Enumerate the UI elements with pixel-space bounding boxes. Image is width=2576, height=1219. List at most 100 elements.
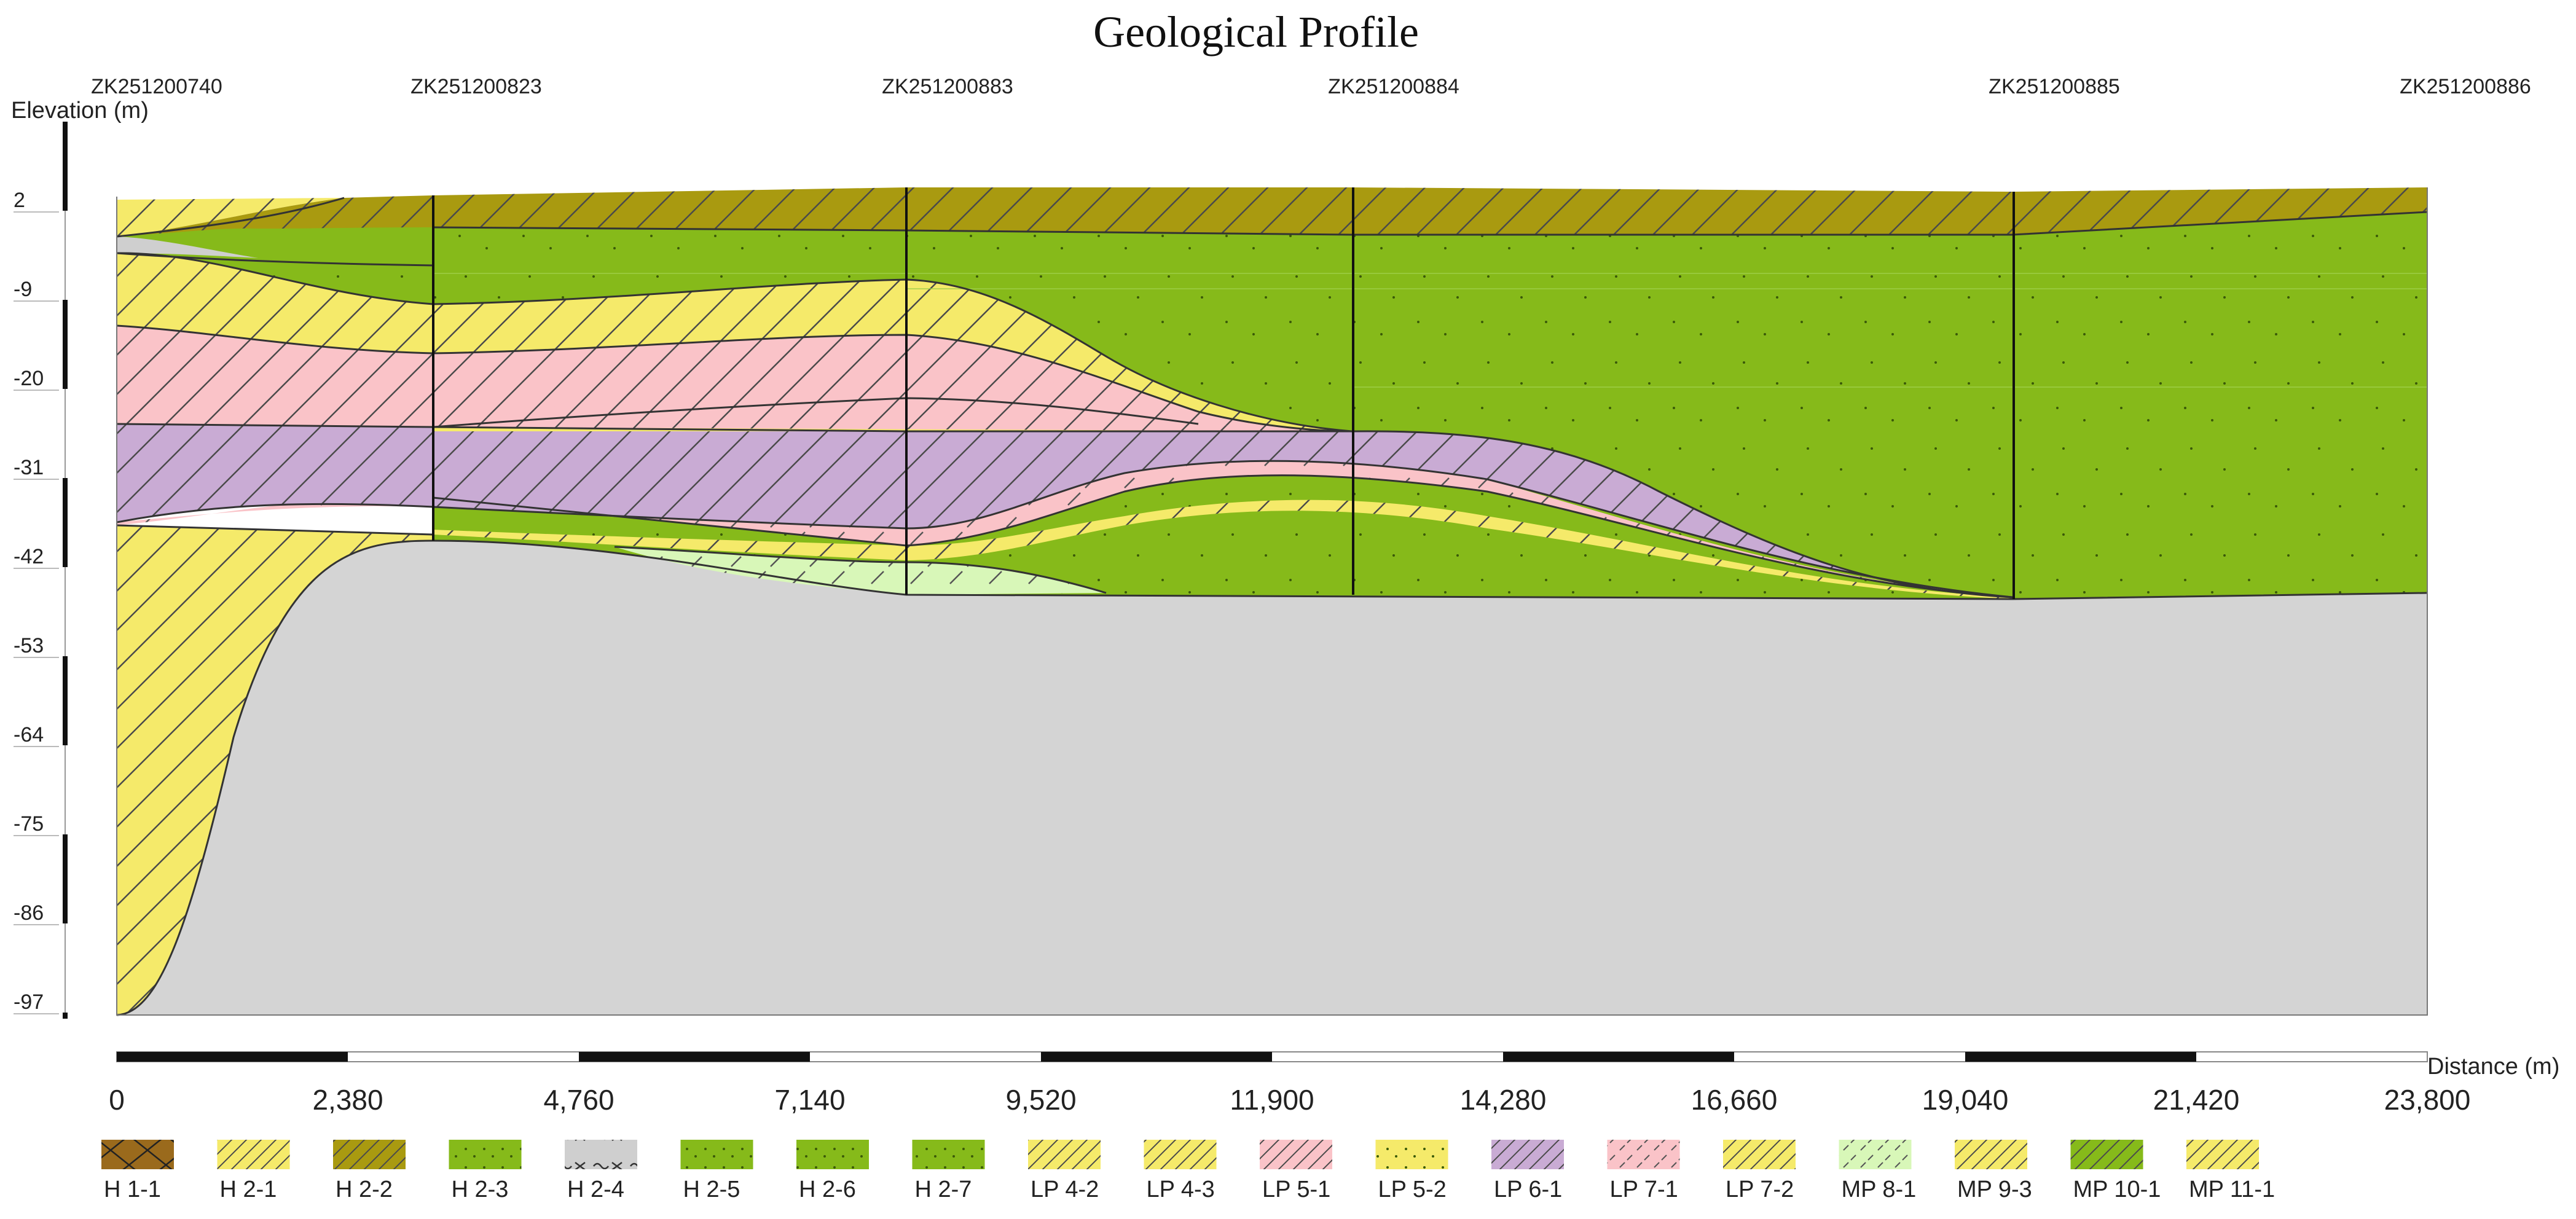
y-tick-label: -64 — [14, 723, 44, 747]
x-tick-label: 9,520 — [1005, 1084, 1076, 1116]
legend-item: LP 5-2 — [1375, 1140, 1448, 1202]
legend-swatch-pattern — [2070, 1140, 2143, 1169]
borehole-label: ZK251200886 — [2400, 75, 2531, 98]
y-axis-gap — [63, 923, 70, 1013]
layer-yellow-lower-hatch — [433, 500, 2012, 599]
x-tick-label: 7,140 — [774, 1084, 845, 1116]
x-tick-label: 4,760 — [543, 1084, 614, 1116]
layer-green-strip-left-gray — [117, 237, 258, 258]
borehole-lines — [432, 187, 2015, 599]
legend-item: H 2-5 — [680, 1140, 753, 1202]
y-tick-label: 2 — [14, 189, 25, 212]
layer-purple-hatch — [117, 424, 2012, 597]
legend-item: H 2-7 — [912, 1140, 985, 1202]
y-axis-label: Elevation (m) — [11, 98, 149, 123]
legend-label: LP 5-1 — [1262, 1177, 1330, 1202]
legend-swatch-pattern — [796, 1140, 869, 1169]
legend-label: MP 9-3 — [1957, 1177, 2032, 1202]
legend-label: LP 7-2 — [1726, 1177, 1794, 1202]
x-bar-segment — [1503, 1052, 1734, 1062]
x-axis — [116, 1051, 2428, 1062]
chart-title: Geological Profile — [1093, 7, 1419, 57]
y-axis-gap — [63, 211, 70, 300]
x-tick-label: 11,900 — [1230, 1084, 1314, 1116]
legend-label: LP 4-2 — [1031, 1177, 1099, 1202]
legend-swatch-pattern — [1375, 1140, 1448, 1169]
x-bar-segment — [579, 1052, 810, 1062]
x-tick-label: 21,420 — [2153, 1084, 2240, 1116]
x-tick-label: 23,800 — [2384, 1084, 2471, 1116]
layer-light-green-hatch — [615, 547, 1106, 595]
legend-item: H 2-1 — [217, 1140, 290, 1202]
layer-green-left-lens-dots — [117, 253, 433, 304]
borehole-label: ZK251200823 — [410, 75, 542, 98]
legend-item: H 2-3 — [449, 1140, 522, 1202]
borehole-label: ZK251200883 — [882, 75, 1013, 98]
legend-label: LP 7-1 — [1610, 1177, 1678, 1202]
legend-item: MP 9-3 — [1955, 1140, 2032, 1202]
legend-swatch-pattern — [2186, 1140, 2259, 1169]
legend-item: LP 4-3 — [1144, 1140, 1217, 1202]
legend-label: MP 11-1 — [2189, 1177, 2275, 1202]
legend-swatch-pattern — [1028, 1140, 1101, 1169]
layer-yellow-over-lens-hatch — [433, 372, 1352, 431]
legend-item: H 2-6 — [796, 1140, 869, 1202]
y-tick-label: -75 — [14, 812, 44, 836]
legend-label: H 2-1 — [220, 1177, 277, 1202]
borehole-labels: ZK251200740 ZK251200823 ZK251200883 ZK25… — [91, 75, 2531, 98]
legend-label: MP 8-1 — [1842, 1177, 1917, 1202]
legend-label: LP 5-2 — [1378, 1177, 1447, 1202]
legend-swatch-pattern — [449, 1140, 522, 1169]
y-tick-label: -31 — [14, 456, 44, 479]
legend-swatch-pattern — [333, 1140, 406, 1169]
x-tick-label: 0 — [109, 1084, 125, 1116]
borehole-label: ZK251200740 — [91, 75, 222, 98]
y-axis — [63, 122, 70, 1019]
legend-label: H 1-1 — [104, 1177, 161, 1202]
x-axis-label: Distance (m) — [2427, 1054, 2559, 1080]
legend: H 1-1 H 2-1 H 2-2 H 2-3 H 2-4 H 2-5 H 2-6 H 2-7… — [101, 1140, 2275, 1202]
x-bar-segment — [117, 1052, 348, 1062]
legend-swatch-pattern — [680, 1140, 753, 1169]
legend-label: LP 4-3 — [1147, 1177, 1215, 1202]
legend-swatch-pattern — [1955, 1140, 2027, 1169]
layer-yellow-wedge-hatch — [117, 525, 433, 1015]
y-axis-gap — [63, 745, 70, 834]
legend-label: LP 6-1 — [1494, 1177, 1562, 1202]
legend-swatch-pattern — [912, 1140, 985, 1169]
profile-plot — [117, 187, 2427, 1016]
legend-item: LP 7-1 — [1607, 1140, 1680, 1202]
legend-item: H 1-1 — [101, 1140, 174, 1202]
legend-item: LP 5-1 — [1260, 1140, 1332, 1202]
legend-swatch-pattern — [565, 1140, 637, 1169]
legend-label: H 2-4 — [567, 1177, 624, 1202]
y-axis-gap — [63, 389, 70, 478]
layer-outlines — [117, 197, 2427, 1016]
legend-label: H 2-5 — [683, 1177, 740, 1202]
x-tick-label: 2,380 — [312, 1084, 383, 1116]
y-tick-label: -9 — [14, 278, 32, 301]
x-tick-label: 16,660 — [1691, 1084, 1778, 1116]
y-tick-label: -53 — [14, 634, 44, 657]
legend-label: MP 10-1 — [2073, 1177, 2161, 1202]
legend-item: H 2-2 — [333, 1140, 406, 1202]
layer-bedrock — [117, 541, 2427, 1015]
legend-item: MP 11-1 — [2186, 1140, 2275, 1202]
legend-label: H 2-7 — [915, 1177, 972, 1202]
x-bar-segment — [1965, 1052, 2196, 1062]
layer-olive-top-hatch — [117, 187, 2427, 237]
x-bar-segment — [1041, 1052, 1272, 1062]
y-axis-gap — [63, 567, 70, 656]
legend-swatch-pattern — [1839, 1140, 1912, 1169]
legend-item: LP 6-1 — [1491, 1140, 1564, 1202]
layer-yellow-top-left-hatch — [117, 198, 344, 237]
legend-label: H 2-6 — [799, 1177, 856, 1202]
legend-item: LP 4-2 — [1028, 1140, 1101, 1202]
legend-item: MP 8-1 — [1839, 1140, 1917, 1202]
x-axis-ticks: 0 2,380 4,760 7,140 9,520 11,900 14,280 16,660 1… — [109, 1084, 2470, 1116]
legend-swatch-pattern — [217, 1140, 290, 1169]
legend-swatch-pattern — [1607, 1140, 1680, 1169]
layer-pink-lower-hatch — [117, 461, 2012, 597]
